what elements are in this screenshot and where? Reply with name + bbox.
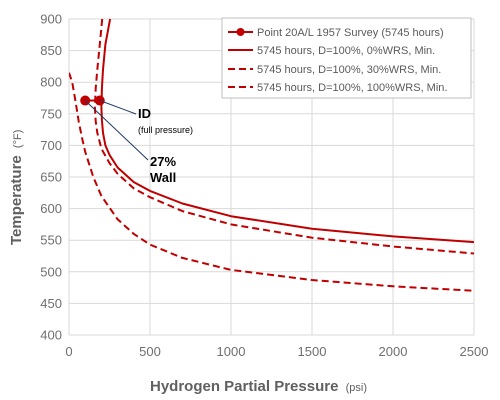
series-line-2 [93, 18, 474, 255]
y-tick-label: 600 [40, 201, 62, 216]
annotation-id-title: ID [138, 106, 151, 121]
y-tick-label: 400 [40, 328, 62, 343]
annotation-wall-title: 27% [150, 154, 176, 169]
legend-label-1: 5745 hours, D=100%, 0%WRS, Min. [257, 45, 435, 57]
x-axis-unit: (psi) [346, 382, 367, 394]
x-axis-title: Hydrogen Partial Pressure (psi) [150, 378, 367, 395]
y-tick-label: 450 [40, 296, 62, 311]
x-tick-label: 500 [139, 344, 161, 359]
x-tick-label: 1500 [298, 344, 327, 359]
y-tick-label: 750 [40, 106, 62, 121]
legend-label-0: Point 20A/L 1957 Survey (5745 hours) [257, 27, 444, 39]
y-tick-label: 700 [40, 138, 62, 153]
series-line-1 [100, 18, 474, 244]
legend: Point 20A/L 1957 Survey (5745 hours) 5745… [221, 17, 472, 99]
y-tick-label: 900 [40, 12, 62, 27]
y-tick-label: 800 [40, 75, 62, 90]
x-axis-label: Hydrogen Partial Pressure [150, 378, 338, 395]
y-tick-label: 650 [40, 170, 62, 185]
y-axis-label: Temperature [8, 155, 25, 245]
y-axis-unit: (°F) [12, 130, 24, 148]
x-tick-label: 0 [65, 344, 72, 359]
legend-marker [236, 28, 245, 36]
annotation-leader-wall [84, 100, 149, 161]
series-line-3 [69, 72, 474, 292]
legend-label-3: 5745 hours, D=100%, 100%WRS, Min. [257, 82, 447, 94]
y-axis-title: Temperature (°F) [8, 130, 25, 245]
x-tick-label: 1000 [217, 344, 246, 359]
annotations: ID (full pressure) 27% Wall [84, 100, 193, 185]
y-tick-label: 550 [40, 233, 62, 248]
annotation-leader-id [99, 100, 137, 115]
y-tick-label: 500 [40, 264, 62, 279]
x-tick-label: 2000 [379, 344, 408, 359]
x-tick-label: 2500 [460, 344, 489, 359]
annotation-id-note: (full pressure) [138, 125, 193, 135]
plot-area [69, 18, 474, 292]
annotation-wall-title2: Wall [150, 170, 176, 185]
legend-box [221, 17, 472, 99]
y-tick-label: 850 [40, 43, 62, 58]
tick-labels: 0 500 1000 1500 2000 2500 400 450 500 550 600 650 70… [40, 12, 488, 360]
legend-label-2: 5745 hours, D=100%, 30%WRS, Min. [257, 64, 441, 76]
